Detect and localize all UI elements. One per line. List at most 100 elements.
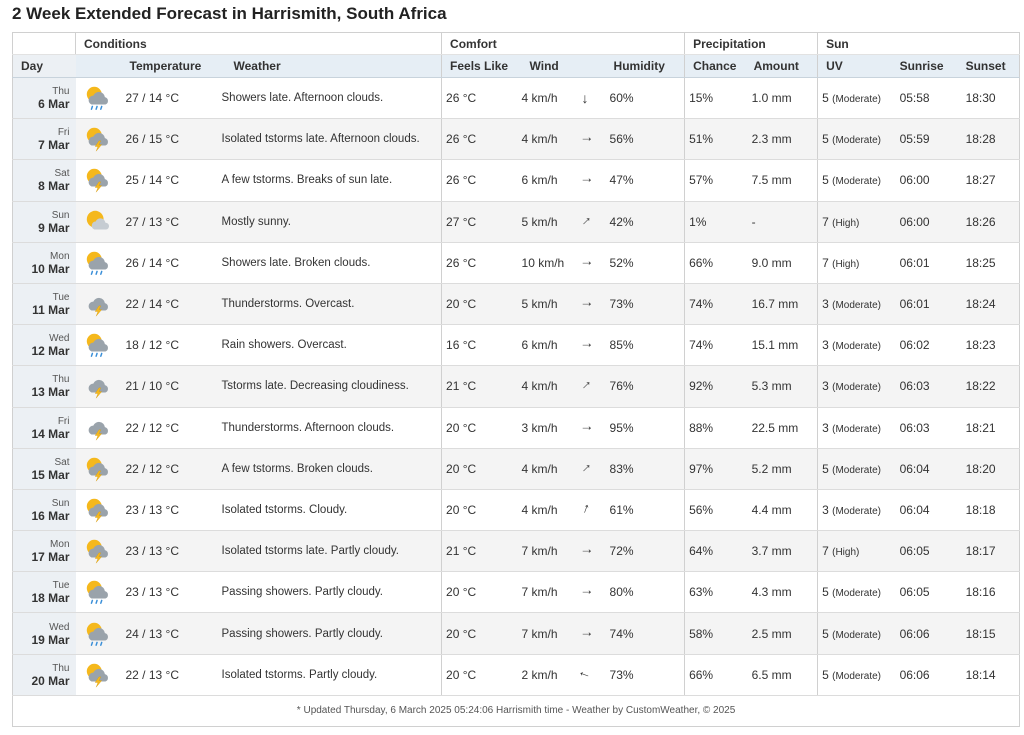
sun-cloud-rain-icon: [86, 86, 108, 111]
amount-cell: 22.5 mm: [749, 407, 819, 449]
forecast-table-container: Conditions Comfort Precipitation Sun Day…: [11, 32, 1021, 727]
sunset-cell: 18:18: [957, 489, 1021, 532]
sunset-cell: 18:25: [957, 242, 1021, 284]
weather-icon-cell: [75, 612, 126, 655]
uv-index: 7: [822, 255, 829, 270]
table-row: Sat 8 Mar 25 / 14 °C A few tstorms. Brea…: [12, 159, 1021, 202]
chance-cell: 97%: [684, 448, 750, 490]
table-row: Tue 18 Mar 23 / 13 °C Passing showers. P…: [12, 571, 1021, 614]
sunset-cell: 18:15: [957, 612, 1021, 655]
amount-cell: 4.4 mm: [749, 489, 819, 532]
feels-like-cell: 26 °C: [441, 159, 522, 202]
day-of-week: Mon: [50, 539, 70, 551]
day-cell: Sat 15 Mar: [12, 448, 76, 490]
wind-arrow-icon: ↓: [577, 176, 594, 184]
temperature-cell: 27 / 13 °C: [125, 201, 222, 243]
uv-level: (Moderate): [832, 94, 882, 106]
day-date: 14 Mar: [31, 426, 70, 441]
group-header-row: Conditions Comfort Precipitation Sun: [12, 32, 1021, 55]
amount-cell: 1.0 mm: [749, 77, 819, 120]
day-cell: Thu 20 Mar: [12, 654, 76, 696]
weather-description-cell: Mostly sunny.: [221, 201, 443, 243]
day-of-week: Sat: [54, 456, 70, 468]
uv-level: (Moderate): [832, 670, 882, 682]
uv-index: 3: [822, 420, 829, 435]
wind-direction-cell: ↓: [577, 283, 610, 326]
uv-level: (Moderate): [832, 464, 882, 476]
uv-cell: 5 (Moderate): [817, 118, 892, 161]
day-of-week: Thu: [52, 86, 70, 98]
chance-cell: 58%: [684, 612, 750, 655]
feels-like-cell: 21 °C: [441, 530, 522, 573]
day-cell: Sun 16 Mar: [12, 489, 76, 532]
wind-speed-cell: 5 km/h: [521, 201, 582, 243]
chance-cell: 15%: [684, 77, 750, 120]
page-title: 2 Week Extended Forecast in Harrismith, …: [12, 4, 447, 23]
day-of-week: Sun: [51, 497, 70, 509]
temperature-cell: 27 / 14 °C: [125, 77, 222, 120]
sunrise-cell: 06:05: [891, 530, 958, 573]
wind-speed-cell: 4 km/h: [521, 489, 582, 532]
sunset-cell: 18:28: [957, 118, 1021, 161]
sunset-cell: 18:20: [957, 448, 1021, 490]
group-header-sun: Sun: [817, 32, 1021, 55]
uv-index: 5: [822, 667, 829, 682]
feels-like-cell: 26 °C: [441, 77, 522, 120]
wind-arrow-icon: ↓: [579, 501, 592, 519]
weather-description-cell: Rain showers. Overcast.: [221, 324, 443, 367]
amount-cell: 15.1 mm: [749, 324, 819, 367]
wind-direction-cell: ↓: [577, 324, 610, 367]
cloud-thunder-icon: [88, 421, 108, 440]
day-of-week: Sun: [51, 209, 70, 221]
uv-level: (Moderate): [832, 629, 882, 641]
amount-cell: 5.3 mm: [749, 365, 819, 408]
uv-cell: 5 (Moderate): [817, 159, 892, 202]
day-cell: Tue 18 Mar: [12, 571, 76, 614]
uv-cell: 3 (Moderate): [817, 324, 892, 367]
sunset-cell: 18:22: [957, 365, 1021, 408]
day-cell: Wed 19 Mar: [12, 612, 76, 655]
table-row: Mon 17 Mar 23 / 13 °C Isolated tstorms l…: [12, 530, 1021, 573]
temperature-cell: 22 / 12 °C: [125, 407, 222, 449]
chance-cell: 63%: [684, 571, 750, 614]
feels-like-cell: 20 °C: [441, 654, 522, 696]
uv-cell: 3 (Moderate): [817, 365, 892, 408]
column-header-row: Day Temperature Weather Feels Like Wind …: [12, 54, 1021, 78]
feels-like-cell: 27 °C: [441, 201, 522, 243]
day-of-week: Thu: [52, 374, 70, 386]
day-date: 8 Mar: [38, 179, 70, 194]
weather-description-cell: Isolated tstorms late. Afternoon clouds.: [221, 118, 443, 161]
col-header-weather: Weather: [221, 54, 443, 78]
day-date: 6 Mar: [38, 97, 70, 112]
uv-level: (High): [832, 258, 860, 270]
forecast-table: Conditions Comfort Precipitation Sun Day…: [11, 32, 1021, 727]
weather-icon-cell: [75, 77, 126, 120]
wind-speed-cell: 5 km/h: [521, 283, 582, 326]
uv-cell: 7 (High): [817, 530, 892, 573]
temperature-cell: 23 / 13 °C: [125, 530, 222, 573]
cloud-thunder-icon: [88, 297, 108, 317]
wind-arrow-icon: ↓: [577, 300, 594, 308]
uv-level: (Moderate): [832, 382, 882, 394]
humidity-cell: 52%: [609, 242, 686, 284]
sunset-cell: 18:27: [957, 159, 1021, 202]
wind-arrow-icon: ↓: [577, 424, 594, 432]
uv-level: (Moderate): [832, 135, 882, 147]
uv-index: 5: [822, 626, 829, 641]
day-date: 12 Mar: [31, 344, 70, 359]
chance-cell: 92%: [684, 365, 750, 408]
feels-like-cell: 26 °C: [441, 242, 522, 284]
humidity-cell: 47%: [609, 159, 686, 202]
amount-cell: 2.5 mm: [749, 612, 819, 655]
col-header-wind-dir: [581, 54, 610, 78]
day-of-week: Wed: [49, 333, 70, 345]
day-of-week: Tue: [52, 580, 70, 592]
feels-like-cell: 26 °C: [441, 118, 522, 161]
sunrise-cell: 06:06: [891, 612, 958, 655]
sunrise-cell: 06:05: [891, 571, 958, 614]
day-date: 11 Mar: [32, 303, 70, 318]
wind-speed-cell: 4 km/h: [521, 365, 582, 408]
uv-index: 3: [822, 502, 829, 517]
chance-cell: 74%: [684, 283, 750, 326]
day-of-week: Thu: [52, 662, 70, 674]
